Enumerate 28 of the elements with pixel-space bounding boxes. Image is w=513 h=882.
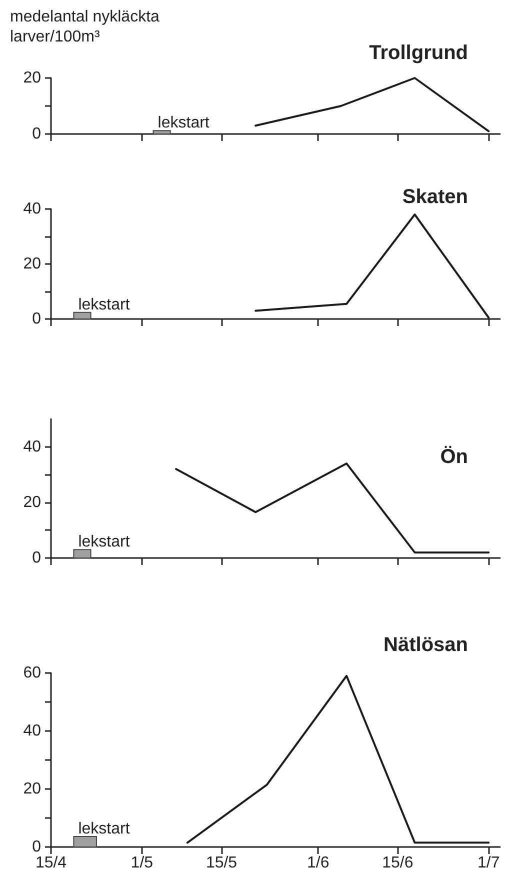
chart-title: Skaten (402, 186, 468, 208)
y-tick-label: 0 (32, 310, 42, 328)
chart-title: Nätlösan (384, 634, 468, 656)
x-tick-label: 15/6 (382, 854, 414, 872)
band-label: lekstart (78, 820, 130, 838)
y-tick-label: 0 (32, 550, 42, 566)
x-tick-label: 15/4 (35, 854, 67, 872)
x-tick-label: 1/7 (478, 854, 500, 872)
chart-title: Trollgrund (369, 42, 468, 64)
x-tick-label: 15/5 (206, 854, 238, 872)
x-tick-label: 1/5 (130, 854, 154, 872)
line-series (175, 462, 490, 554)
y-tick-label: 20 (23, 494, 42, 511)
y-tick-label: 0 (32, 126, 42, 142)
y-tick-label: 40 (23, 722, 42, 740)
band-label: lekstart (78, 296, 130, 314)
y-tick-label: 60 (23, 664, 42, 682)
y-tick-label: 20 (23, 70, 42, 86)
y-tick-label: 40 (23, 438, 42, 456)
y-tick-label: 0 (32, 838, 42, 856)
y-axis-title: medelantal nykläckta larver/100m³ (10, 8, 164, 46)
text: Ön (440, 445, 468, 468)
band-label: lekstart (158, 114, 210, 132)
band-label: lekstart (78, 534, 130, 551)
y-tick-label: 20 (23, 256, 42, 272)
y-tick-label: 20 (23, 780, 42, 798)
y-tick-label: 40 (23, 200, 42, 218)
x-tick-label: 1/6 (307, 854, 330, 872)
